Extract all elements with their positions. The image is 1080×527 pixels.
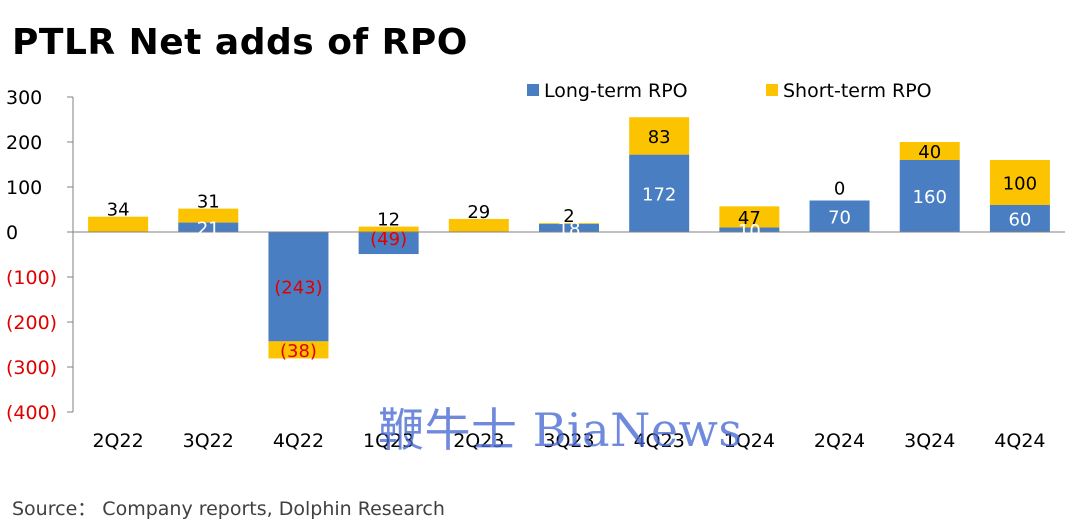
bar-long-term-3Q22 xyxy=(178,222,239,232)
bar-long-term-4Q22 xyxy=(268,232,329,342)
x-tick-label: 4Q22 xyxy=(273,430,324,452)
label-short-term-4Q23: 83 xyxy=(648,127,671,148)
label-long-term-3Q24: 160 xyxy=(913,187,947,208)
label-short-term-1Q23: 12 xyxy=(377,210,400,231)
bar-long-term-4Q24 xyxy=(989,205,1050,232)
legend-swatch-long-term xyxy=(527,84,539,96)
label-short-term-1Q24: 47 xyxy=(738,208,761,229)
label-long-term-1Q23: (49) xyxy=(370,229,407,250)
y-tick-label: 300 xyxy=(6,87,42,109)
chart-title: PTLR Net adds of RPO xyxy=(12,22,468,63)
label-long-term-2Q24: 70 xyxy=(828,207,851,228)
y-tick-label: 0 xyxy=(6,222,18,244)
label-short-term-2Q24: 0 xyxy=(834,179,845,200)
source-note: Source： Company reports, Dolphin Researc… xyxy=(12,498,445,520)
legend: Long-term RPO Short-term RPO xyxy=(527,80,932,102)
bar-short-term-3Q23 xyxy=(539,223,599,224)
label-short-term-4Q24: 100 xyxy=(1003,174,1037,195)
y-tick-label: 200 xyxy=(6,132,42,154)
bar-long-term-3Q23 xyxy=(539,223,599,232)
label-short-term-3Q23: 2 xyxy=(563,206,574,227)
bar-short-term-4Q23 xyxy=(629,117,690,155)
y-axis: 300 200 100 0 (100) (200) (300) (400) xyxy=(6,87,74,424)
bar-long-term-2Q24 xyxy=(809,200,870,232)
label-short-term-4Q22: (38) xyxy=(280,341,317,362)
label-short-term-2Q23: 29 xyxy=(467,202,490,223)
x-tick-label: 1Q23 xyxy=(363,430,414,452)
x-tick-label: 1Q24 xyxy=(724,430,775,452)
label-short-term-3Q24: 40 xyxy=(918,142,941,163)
label-long-term-4Q22: (243) xyxy=(274,278,322,299)
y-tick-label: 100 xyxy=(6,177,42,199)
bar-short-term-3Q22 xyxy=(178,208,239,223)
x-tick-label: 2Q24 xyxy=(814,430,865,452)
x-tick-label: 3Q24 xyxy=(904,430,955,452)
bar-long-term-1Q23 xyxy=(358,232,419,255)
bar-short-term-1Q24 xyxy=(719,206,780,228)
y-tick-label: (200) xyxy=(6,312,57,334)
y-tick-label: (100) xyxy=(6,267,57,289)
x-tick-label: 4Q24 xyxy=(994,430,1045,452)
x-tick-label: 2Q23 xyxy=(453,430,504,452)
bar-short-term-4Q24 xyxy=(989,160,1050,205)
label-long-term-3Q23: 18 xyxy=(558,219,581,240)
label-long-term-4Q23: 172 xyxy=(642,184,676,205)
label-short-term-2Q22: 34 xyxy=(107,200,130,221)
bar-short-term-4Q22 xyxy=(268,341,329,359)
legend-label-long-term: Long-term RPO xyxy=(544,80,688,102)
bar-short-term-1Q23 xyxy=(358,226,419,232)
x-tick-label: 4Q23 xyxy=(634,430,685,452)
label-long-term-3Q22: 21 xyxy=(197,218,220,239)
label-short-term-3Q22: 31 xyxy=(197,192,220,213)
bar-short-term-2Q23 xyxy=(448,218,509,232)
bar-long-term-4Q23 xyxy=(629,154,690,232)
bar-short-term-3Q24 xyxy=(899,142,960,160)
x-tick-label: 3Q23 xyxy=(543,430,594,452)
bars xyxy=(73,117,1065,359)
x-tick-label: 2Q22 xyxy=(92,430,143,452)
bianews-watermark: 鞭牛士 BiaNews xyxy=(378,403,743,457)
label-long-term-4Q24: 60 xyxy=(1008,210,1031,231)
bar-long-term-3Q24 xyxy=(899,160,960,232)
x-axis: 2Q22 3Q22 4Q22 1Q23 2Q23 3Q23 4Q23 1Q24 2Q24 3Q24… xyxy=(92,430,1045,452)
legend-label-short-term: Short-term RPO xyxy=(783,80,932,102)
legend-swatch-short-term xyxy=(766,84,778,96)
bar-short-term-2Q22 xyxy=(88,216,149,232)
y-tick-label: (300) xyxy=(6,357,57,379)
x-tick-label: 3Q22 xyxy=(183,430,234,452)
label-long-term-1Q24: 10 xyxy=(738,221,761,242)
y-tick-label: (400) xyxy=(6,402,57,424)
bar-long-term-1Q24 xyxy=(719,227,780,232)
